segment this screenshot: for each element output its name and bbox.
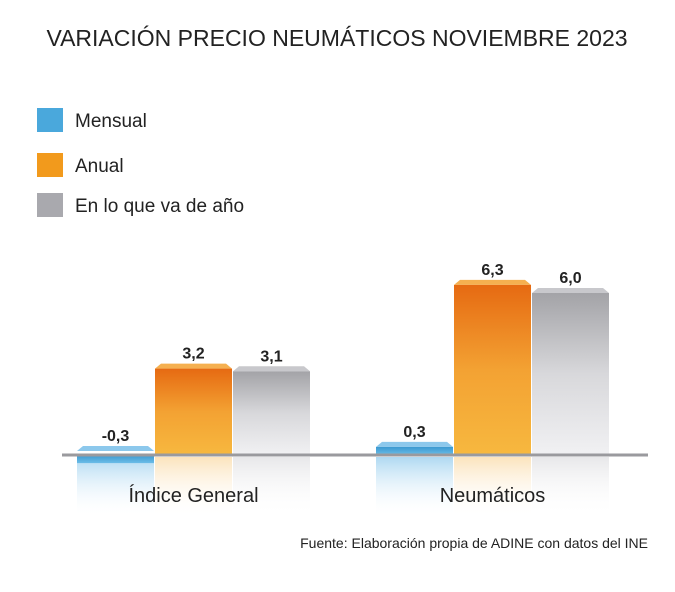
bar-reflection — [233, 457, 310, 517]
bar-reflection — [376, 457, 453, 517]
legend-label-2: En lo que va de año — [75, 196, 244, 217]
legend-swatch-1 — [37, 153, 63, 177]
bar-en-lo-que-va-de-año-1 — [532, 293, 609, 455]
bar-reflection — [454, 457, 531, 517]
bar-top — [233, 366, 310, 372]
bar-top — [155, 363, 232, 369]
bar-top — [454, 279, 531, 285]
bars: -0,3 3,2 3,1 0,3 6,3 6,0 — [77, 262, 609, 517]
bar-mensual-1 — [376, 446, 453, 455]
bar-anual-0 — [155, 368, 232, 455]
data-label: 0,3 — [403, 424, 425, 441]
bar-reflection — [532, 457, 609, 517]
bar-top — [532, 288, 609, 293]
legend-swatch-0 — [37, 108, 63, 132]
data-label: 6,3 — [481, 262, 503, 279]
category-label-1: Neumáticos — [440, 485, 546, 507]
legend-label-1: Anual — [75, 156, 124, 177]
bar-mensual-0 — [77, 455, 154, 464]
bar-anual-1 — [454, 284, 531, 455]
data-label: 6,0 — [559, 270, 581, 287]
category-label-0: Índice General — [128, 484, 258, 507]
bar-top — [77, 446, 154, 451]
data-label: 3,1 — [260, 348, 282, 365]
bar-reflection — [155, 457, 232, 517]
chart-title: VARIACIÓN PRECIO NEUMÁTICOS NOVIEMBRE 20… — [46, 25, 627, 51]
data-label: 3,2 — [182, 346, 204, 363]
legend-swatch-2 — [37, 193, 63, 217]
legend-label-0: Mensual — [75, 111, 147, 132]
legend: Mensual Anual En lo que va de año — [37, 108, 244, 217]
bar-top — [376, 441, 453, 447]
bar-reflection — [77, 457, 154, 517]
bar-en-lo-que-va-de-año-0 — [233, 371, 310, 455]
data-label: -0,3 — [102, 428, 130, 445]
source-note: Fuente: Elaboración propia de ADINE con … — [300, 535, 648, 551]
